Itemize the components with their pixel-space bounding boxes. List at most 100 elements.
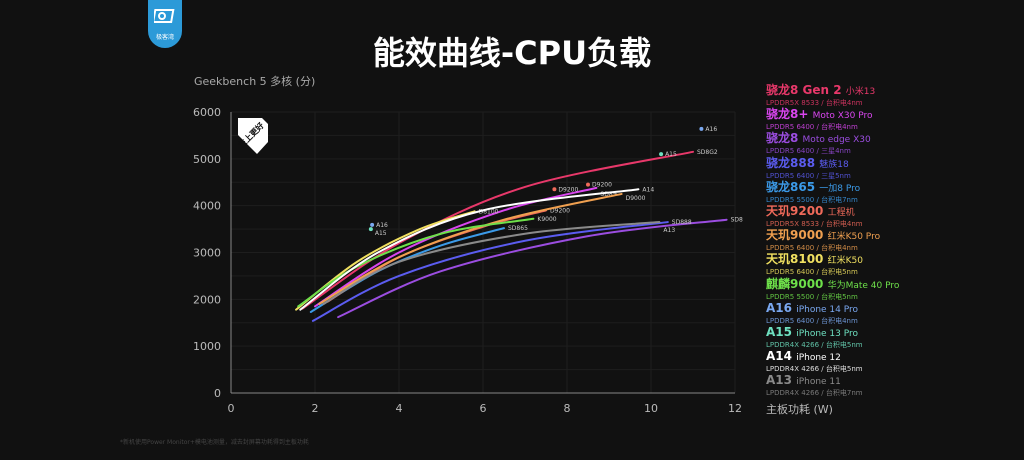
point-label: A16	[376, 222, 388, 229]
chart-title: 能效曲线-CPU负载	[372, 34, 652, 72]
series-line-SD8+	[314, 186, 598, 308]
legend-item: 天玑9000 红米K50 Pro LPDDR5 6400 / 台积电4nm	[766, 229, 1016, 253]
y-tick-label: 3000	[193, 247, 221, 260]
x-tick-label: 8	[564, 402, 571, 415]
camera-logo-icon	[154, 9, 175, 23]
series-line-SD8	[337, 218, 728, 319]
legend-spec: LPDDR5 6400 / 三星4nm	[766, 147, 851, 156]
legend-item: 天玑8100 红米K50 LPDDR5 6400 / 台积电5nm	[766, 253, 1016, 277]
legend-device: 红米K50	[827, 256, 863, 267]
point-label: D9200	[592, 182, 612, 189]
legend-item: A15 iPhone 13 Pro LPDDR4X 4266 / 台积电5nm	[766, 324, 1016, 350]
badge-shape	[238, 118, 268, 154]
series-line-A13	[322, 221, 661, 306]
legend-device: iPhone 12	[796, 353, 841, 364]
series-end-label: SD888	[672, 219, 692, 226]
x-axis-label: 主板功耗 (W)	[766, 403, 833, 416]
legend-spec: LPDDR5 6400 / 台积电4nm	[766, 316, 858, 325]
legend-chip-name: 骁龙8+ Moto X30 Pro	[766, 107, 873, 122]
series-end-label: D9200	[550, 207, 570, 214]
series-line-SD8G2	[301, 150, 694, 310]
data-point-A15	[659, 152, 664, 157]
legend-chip-name: A14 iPhone 12	[766, 349, 841, 364]
data-point-A16	[370, 222, 375, 227]
legend-spec: LPDDR5 5500 / 台积电7nm	[766, 195, 858, 204]
data-point-A16	[699, 126, 704, 131]
series-end-label: SD8+	[600, 191, 617, 198]
series-end-label: SD8	[731, 217, 743, 224]
x-tick-label: 0	[228, 402, 235, 415]
legend-device: 小米13	[845, 87, 876, 97]
legend-device: 一加8 Pro	[819, 183, 861, 194]
point-label: D9200	[558, 186, 578, 193]
legend-item: 骁龙888 魅族18 LPDDR5 6400 / 三星5nm	[766, 155, 1016, 181]
legend-item: 麒麟9000 华为Mate 40 Pro LPDDR5 5500 / 台积电5nm	[766, 276, 1016, 302]
legend-chip-name: A16 iPhone 14 Pro	[766, 300, 859, 315]
legend-chip-name: 骁龙865 一加8 Pro	[766, 179, 861, 194]
series-end-label: SD8G2	[697, 149, 718, 156]
x-tick-label: 2	[312, 402, 319, 415]
point-label: A15	[375, 230, 387, 237]
series-end-label: D9000	[626, 195, 646, 202]
legend-spec: LPDDR5 6400 / 台积电4nm	[766, 123, 858, 132]
y-tick-label: 4000	[193, 200, 221, 213]
series-line-A14	[299, 188, 640, 311]
y-tick-label: 2000	[193, 293, 221, 306]
legend-chip-name: 天玑9000 红米K50 Pro	[766, 228, 881, 243]
legend-spec: LPDDR5 6400 / 台积电5nm	[766, 268, 858, 277]
legend-item: 骁龙8 Gen 2 小米13 LPDDR5X 8533 / 台积电4nm	[766, 84, 1016, 108]
series-end-label: A14	[642, 186, 654, 193]
legend-chip-name: A15 iPhone 13 Pro	[766, 324, 859, 339]
legend-spec: LPDDR5 6400 / 台积电4nm	[766, 244, 858, 253]
series-line-D9000	[318, 192, 623, 306]
legend-item: A16 iPhone 14 Pro LPDDR5 6400 / 台积电4nm	[766, 300, 1016, 326]
legend-item: 骁龙8+ Moto X30 Pro LPDDR5 6400 / 台积电4nm	[766, 108, 1016, 132]
y-tick-label: 5000	[193, 153, 221, 166]
x-tick-label: 10	[644, 402, 658, 415]
point-label: A16	[705, 126, 717, 133]
series-end-label: D8100	[479, 208, 499, 215]
legend-device: 工程机	[827, 207, 855, 218]
data-point-D9200	[586, 182, 590, 187]
legend-device: Moto X30 Pro	[812, 111, 873, 122]
y-axis-label: Geekbench 5 多核 (分)	[194, 75, 316, 88]
legend-device: iPhone 11	[796, 377, 841, 388]
legend-device: 华为Mate 40 Pro	[827, 280, 900, 291]
x-tick-label: 12	[728, 402, 742, 415]
series-line-K9000	[297, 217, 535, 308]
legend: 骁龙8 Gen 2 小米13 LPDDR5X 8533 / 台积电4nm 骁龙8+ …	[766, 84, 1016, 398]
x-tick-label: 4	[396, 402, 403, 415]
x-tick-label: 6	[480, 402, 487, 415]
logo: 极客湾	[148, 0, 182, 48]
footnote: *新机使用Power Monitor+模电池测量，减去封屏幕功耗得到主板功耗	[120, 439, 309, 446]
legend-chip-name: 天玑8100 红米K50	[766, 252, 863, 267]
y-tick-label: 0	[214, 387, 221, 400]
legend-item: A14 iPhone 12 LPDDR4X 4266 / 台积电5nm	[766, 350, 1016, 374]
legend-chip-name: 天玑9200 工程机	[766, 203, 855, 218]
corner-badge: 左上更好	[235, 118, 268, 154]
legend-device: Moto edge X30	[802, 135, 871, 146]
legend-chip-name: 麒麟9000 华为Mate 40 Pro	[766, 276, 900, 291]
data-point-D9200	[552, 187, 557, 192]
data-point-A15	[368, 227, 373, 232]
legend-spec: LPDDR5X 8533 / 台积电4nm	[766, 219, 863, 228]
legend-spec: LPDDR5X 8533 / 台积电4nm	[766, 99, 863, 107]
y-tick-label: 6000	[193, 106, 221, 119]
legend-spec: LPDDR5 5500 / 台积电5nm	[766, 292, 858, 301]
legend-item: A13 iPhone 11 LPDDR4X 4266 / 台积电7nm	[766, 374, 1016, 398]
point-label: A15	[665, 151, 677, 158]
legend-spec: LPDDR4X 4266 / 台积电5nm	[766, 340, 863, 349]
series-end-label: SD865	[508, 225, 528, 232]
series-end-label: K9000	[537, 216, 556, 223]
logo-text: 极客湾	[155, 34, 174, 41]
legend-device: 红米K50 Pro	[827, 232, 881, 243]
legend-spec: LPDDR4X 4266 / 台积电7nm	[766, 389, 863, 398]
legend-item: 天玑9200 工程机 LPDDR5X 8533 / 台积电4nm	[766, 203, 1016, 229]
legend-item: 骁龙8 Moto edge X30 LPDDR5 6400 / 三星4nm	[766, 132, 1016, 156]
y-tick-label: 1000	[193, 340, 221, 353]
legend-chip-name: A13 iPhone 11	[766, 373, 841, 388]
legend-item: 骁龙865 一加8 Pro LPDDR5 5500 / 台积电7nm	[766, 179, 1016, 205]
series-line-SD888	[311, 221, 669, 322]
legend-chip-name: 骁龙888 魅族18	[766, 155, 849, 170]
